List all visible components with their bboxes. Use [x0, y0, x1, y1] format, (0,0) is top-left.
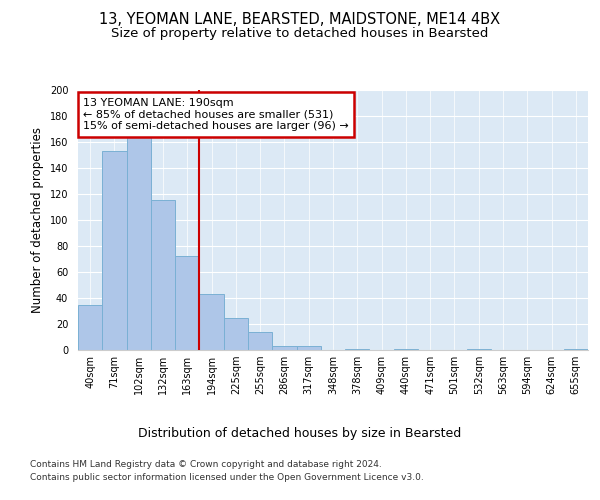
Bar [127, 136, 151, 350]
Bar [78, 304, 102, 350]
Text: Contains public sector information licensed under the Open Government Licence v3: Contains public sector information licen… [30, 472, 424, 482]
Bar [345, 348, 370, 350]
Text: Contains HM Land Registry data © Crown copyright and database right 2024.: Contains HM Land Registry data © Crown c… [30, 460, 382, 469]
Bar [175, 256, 199, 350]
Bar [248, 332, 272, 350]
Text: Size of property relative to detached houses in Bearsted: Size of property relative to detached ho… [112, 28, 488, 40]
Y-axis label: Number of detached properties: Number of detached properties [31, 127, 44, 313]
Bar [394, 348, 418, 350]
Text: 13 YEOMAN LANE: 190sqm
← 85% of detached houses are smaller (531)
15% of semi-de: 13 YEOMAN LANE: 190sqm ← 85% of detached… [83, 98, 349, 131]
Bar [224, 318, 248, 350]
Bar [151, 200, 175, 350]
Bar [272, 346, 296, 350]
Text: 13, YEOMAN LANE, BEARSTED, MAIDSTONE, ME14 4BX: 13, YEOMAN LANE, BEARSTED, MAIDSTONE, ME… [100, 12, 500, 28]
Bar [199, 294, 224, 350]
Bar [467, 348, 491, 350]
Bar [296, 346, 321, 350]
Bar [564, 348, 588, 350]
Bar [102, 151, 127, 350]
Text: Distribution of detached houses by size in Bearsted: Distribution of detached houses by size … [139, 428, 461, 440]
